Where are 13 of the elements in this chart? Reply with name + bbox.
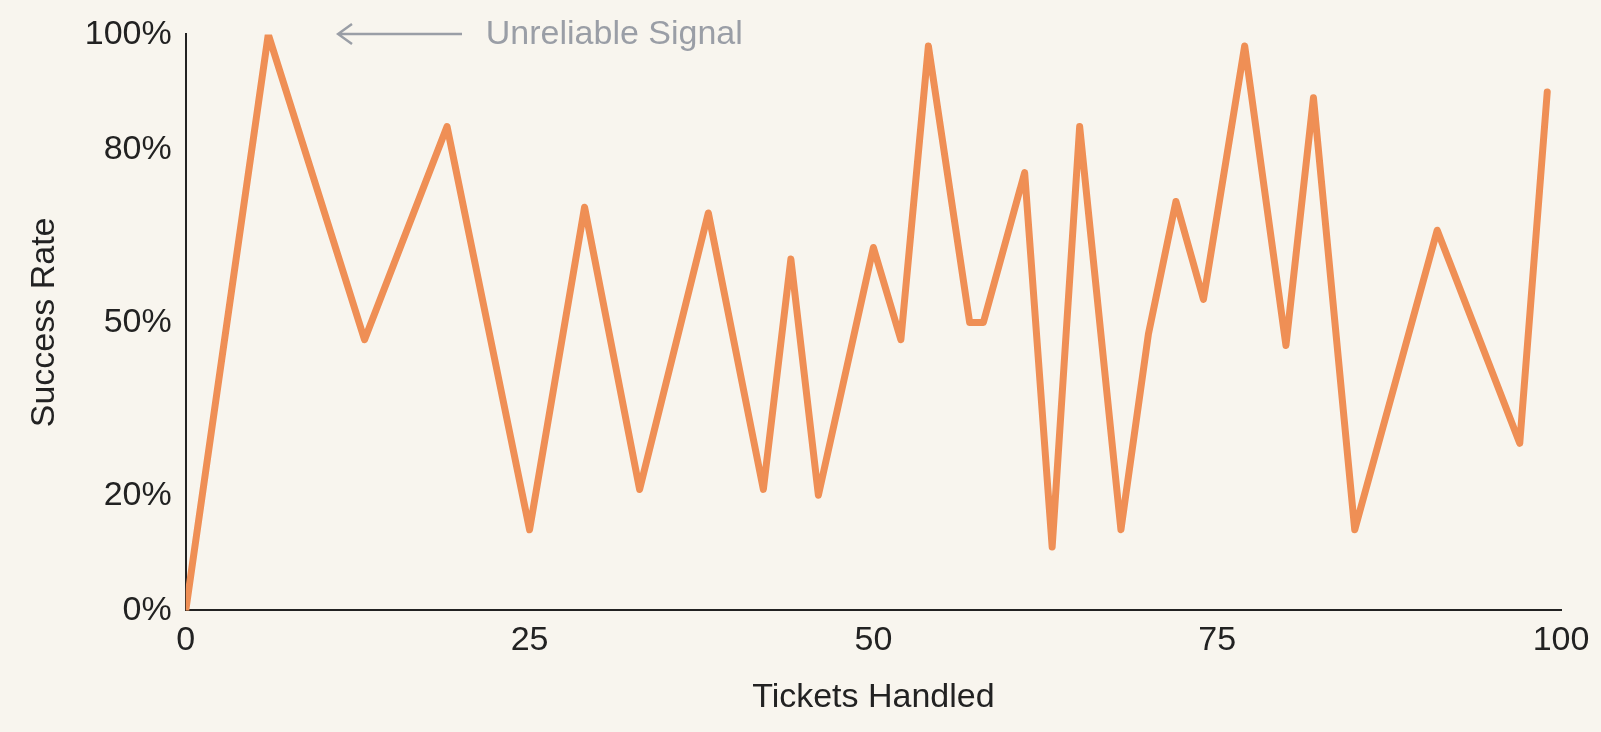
- x-tick-label: 75: [1198, 619, 1237, 658]
- y-tick-label: 20%: [103, 473, 172, 512]
- y-tick-label: 100%: [84, 12, 172, 51]
- x-tick-label: 25: [510, 619, 549, 658]
- y-tick-label: 80%: [103, 127, 172, 166]
- y-tick-label: 50%: [103, 300, 172, 339]
- x-tick-label: 0: [176, 619, 196, 658]
- x-axis-title: Tickets Handled: [752, 675, 995, 714]
- y-tick-label: 0%: [122, 588, 172, 627]
- x-tick-label: 100: [1532, 619, 1590, 658]
- x-tick-label: 50: [854, 619, 893, 658]
- y-axis-title: Success Rate: [22, 217, 61, 428]
- annotation: Unreliable Signal: [485, 12, 743, 51]
